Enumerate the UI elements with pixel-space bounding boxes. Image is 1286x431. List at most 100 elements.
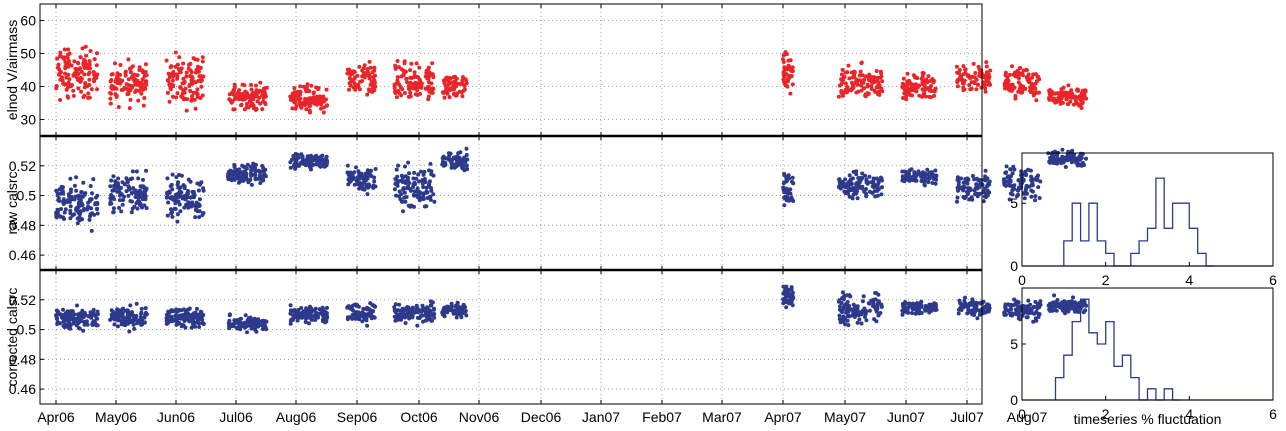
data-point (174, 175, 179, 180)
x-tick-label: Nov06 (459, 409, 500, 425)
data-point (131, 313, 136, 318)
data-point (1071, 102, 1076, 107)
x-tick-label: Apr07 (764, 409, 802, 425)
data-point (186, 307, 191, 312)
data-point (417, 179, 421, 184)
data-point (1035, 306, 1040, 311)
data-point (1029, 174, 1034, 179)
data-point (352, 76, 357, 81)
y-tick-label: 50 (20, 46, 36, 62)
data-point (444, 306, 449, 311)
data-point (196, 188, 201, 193)
data-point (1002, 182, 1007, 187)
data-point (312, 101, 317, 106)
data-point (1029, 188, 1034, 193)
data-point (1061, 305, 1066, 310)
data-point (201, 74, 206, 79)
data-point (304, 159, 309, 164)
data-point (967, 197, 972, 202)
data-point (1034, 318, 1039, 323)
data-point (187, 201, 192, 206)
data-point (1054, 308, 1059, 313)
data-point (139, 185, 144, 189)
data-point (847, 303, 852, 308)
data-point (90, 322, 95, 327)
data-point (1005, 84, 1010, 89)
data-point (411, 176, 416, 181)
data-point (244, 102, 249, 106)
data-point (880, 185, 884, 190)
data-point (909, 167, 914, 172)
data-point (904, 97, 909, 102)
data-point (367, 74, 372, 79)
data-point (184, 70, 189, 75)
data-point (79, 190, 84, 195)
data-point (63, 71, 68, 76)
data-point (58, 321, 62, 326)
data-point (324, 319, 329, 324)
data-point (1015, 188, 1020, 193)
data-point (199, 84, 204, 89)
data-point (193, 310, 198, 315)
data-point (194, 200, 199, 205)
data-point (169, 211, 174, 216)
data-point (786, 191, 791, 196)
data-point (393, 91, 398, 95)
data-point (911, 88, 916, 93)
data-point (421, 172, 426, 177)
data-point (1007, 197, 1012, 202)
data-point (87, 199, 92, 204)
data-point (430, 61, 435, 66)
data-point (1013, 96, 1018, 101)
y-tick-label: 5 (1010, 336, 1018, 352)
data-point (373, 73, 377, 78)
data-point (143, 62, 148, 67)
data-point (879, 71, 884, 76)
data-point (248, 164, 253, 169)
data-point (189, 74, 194, 79)
data-point (1053, 91, 1058, 96)
data-point (372, 179, 377, 184)
data-point (415, 186, 420, 191)
data-point (959, 176, 964, 181)
data-point (871, 301, 876, 306)
data-point (401, 311, 406, 316)
data-point (129, 84, 134, 89)
y-tick-label: 0.5 (17, 322, 37, 338)
data-point (398, 197, 403, 202)
data-point (1029, 194, 1034, 199)
data-point (445, 156, 450, 161)
data-point (94, 323, 99, 328)
data-point (415, 323, 420, 328)
data-point (242, 169, 247, 174)
data-point (173, 313, 178, 318)
data-point (965, 305, 970, 310)
data-point (781, 185, 786, 190)
data-point (55, 56, 60, 61)
data-point (446, 82, 451, 87)
data-point (464, 313, 469, 318)
data-point (904, 175, 909, 180)
data-point (904, 307, 909, 312)
data-point (865, 82, 870, 87)
data-point (188, 179, 193, 184)
data-point (915, 309, 920, 314)
x-tick-label: Oct06 (400, 409, 438, 425)
data-point (171, 318, 176, 323)
data-point (142, 96, 147, 100)
data-point (855, 182, 860, 187)
data-point (129, 210, 134, 215)
data-point (1082, 299, 1087, 304)
data-point (919, 174, 924, 179)
data-point (177, 202, 182, 207)
data-point (70, 83, 74, 88)
data-point (65, 55, 70, 60)
data-point (409, 84, 414, 89)
data-point (357, 171, 362, 176)
data-point (320, 305, 325, 310)
data-point (982, 186, 987, 191)
data-point (839, 89, 844, 93)
data-point (242, 83, 247, 88)
data-point (922, 182, 927, 187)
data-point (174, 95, 179, 100)
